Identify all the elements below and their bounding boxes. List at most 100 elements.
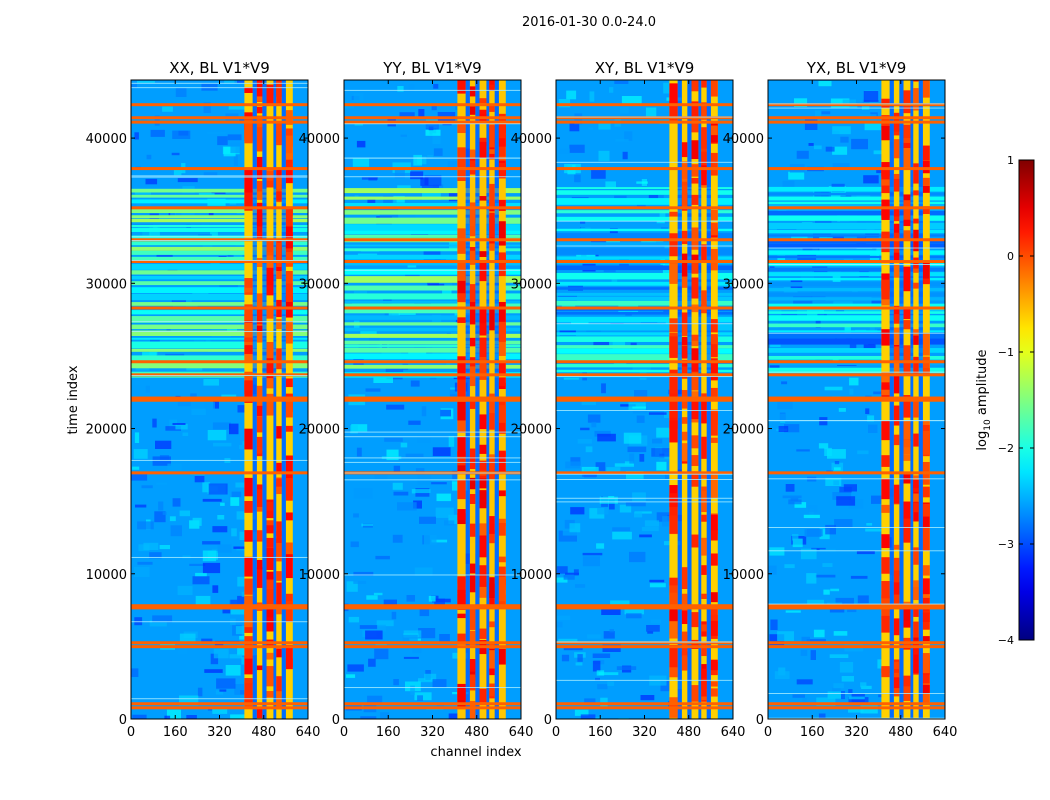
hot-channel-blob [922, 653, 930, 674]
hot-channel-blob [913, 494, 919, 501]
heatmap-texture [788, 499, 802, 505]
hot-channel-blob [266, 255, 274, 272]
hot-channel-blob [701, 678, 707, 697]
noisy-stripe [556, 296, 733, 301]
noisy-stripe [131, 225, 308, 228]
flagged-row [131, 398, 308, 402]
hot-channel-blob [498, 377, 506, 387]
noisy-stripe [131, 310, 308, 315]
heatmap-texture [609, 499, 615, 510]
heatmap-texture [433, 148, 443, 156]
noisy-stripe [556, 336, 733, 342]
hot-channel-blob [922, 160, 930, 174]
hot-channel-blob [457, 80, 466, 94]
heatmap-texture [393, 465, 401, 474]
hot-channel-blob [256, 405, 263, 417]
flagged-row [768, 360, 945, 364]
hot-channel-blob [256, 506, 263, 512]
hot-channel-blob [479, 415, 487, 430]
hot-channel-blob [276, 81, 282, 104]
heatmap-texture [402, 634, 418, 642]
flagged-row [344, 645, 521, 649]
hot-channel-blob [669, 592, 678, 607]
hot-channel-blob [479, 356, 487, 373]
hot-channel-blob [881, 329, 890, 346]
noisy-stripe [344, 244, 521, 247]
heatmap-texture [830, 588, 840, 592]
hot-channel-blob [489, 124, 495, 148]
hot-channel-blob [285, 162, 293, 168]
heatmap-texture [400, 134, 407, 137]
hot-channel-blob [710, 248, 718, 271]
noisy-stripe [131, 215, 308, 219]
hot-channel-blob [276, 582, 282, 607]
heatmap-texture [413, 154, 422, 166]
heatmap-texture [425, 129, 441, 136]
heatmap-texture [444, 520, 455, 526]
hot-channel-blob [498, 339, 506, 356]
hot-channel-blob [489, 104, 495, 112]
hot-channel-blob [469, 448, 476, 469]
hot-channel-blob [244, 578, 253, 595]
heatmap-texture [162, 511, 167, 515]
x-tick-label: 640 [509, 725, 534, 740]
noisy-stripe [344, 202, 521, 209]
hot-channel-blob [922, 261, 930, 284]
colorbar-tick-label: −4 [998, 634, 1014, 647]
heatmap-texture [202, 498, 222, 502]
heatmap-texture [432, 133, 441, 144]
heatmap-texture [840, 136, 849, 143]
hot-channel-blob [669, 336, 678, 358]
heatmap-texture [783, 287, 798, 296]
x-tick-label: 160 [588, 725, 613, 740]
hot-channel-blob [903, 90, 911, 114]
x-tick-label: 0 [127, 725, 135, 740]
heatmap-texture [788, 171, 805, 180]
hot-channel-blob [276, 542, 282, 562]
heatmap-texture [137, 561, 153, 565]
hot-channel-blob [469, 700, 476, 719]
hot-channel-blob [893, 374, 900, 394]
y-tick-label: 30000 [511, 277, 552, 292]
thin-row [131, 621, 308, 623]
hot-channel-blob [893, 327, 900, 346]
thin-row [131, 176, 308, 178]
thin-row [768, 527, 945, 528]
heatmap-texture [830, 98, 850, 108]
hot-channel-blob [881, 455, 890, 467]
heatmap-texture [864, 123, 881, 131]
hot-channel-blob [457, 451, 466, 466]
heatmap-texture [442, 289, 452, 295]
thin-row [556, 501, 733, 503]
noisy-stripe [768, 229, 945, 234]
hot-channel-blob [903, 134, 911, 143]
heatmap-texture [856, 550, 875, 555]
heatmap-texture [353, 571, 374, 576]
hot-channel-blob [266, 537, 274, 548]
thin-row [768, 264, 945, 265]
flagged-row [131, 103, 308, 107]
heatmap-texture [619, 504, 632, 513]
heatmap-texture [374, 648, 389, 660]
hot-channel-blob [893, 346, 900, 362]
heatmap-texture [227, 327, 237, 333]
heatmap-texture [599, 496, 618, 504]
flagged-row [768, 398, 945, 402]
flagged-row [344, 604, 521, 608]
noisy-stripe [556, 223, 733, 228]
hot-channel-blob [244, 501, 253, 513]
heatmap-texture [866, 523, 873, 526]
hot-channel-blob [276, 265, 282, 279]
heatmap-texture [410, 685, 415, 696]
heatmap-texture [641, 526, 659, 532]
heatmap-texture [806, 573, 817, 584]
hot-channel-blob [266, 178, 274, 188]
flagged-row [131, 120, 308, 124]
hot-channel-blob [691, 115, 699, 133]
noisy-stripe [556, 364, 733, 368]
thin-row [344, 436, 521, 438]
heatmap-texture [782, 495, 802, 499]
hot-channel-blob [266, 241, 274, 259]
heatmap-texture [833, 631, 848, 636]
heatmap-texture [392, 534, 403, 543]
